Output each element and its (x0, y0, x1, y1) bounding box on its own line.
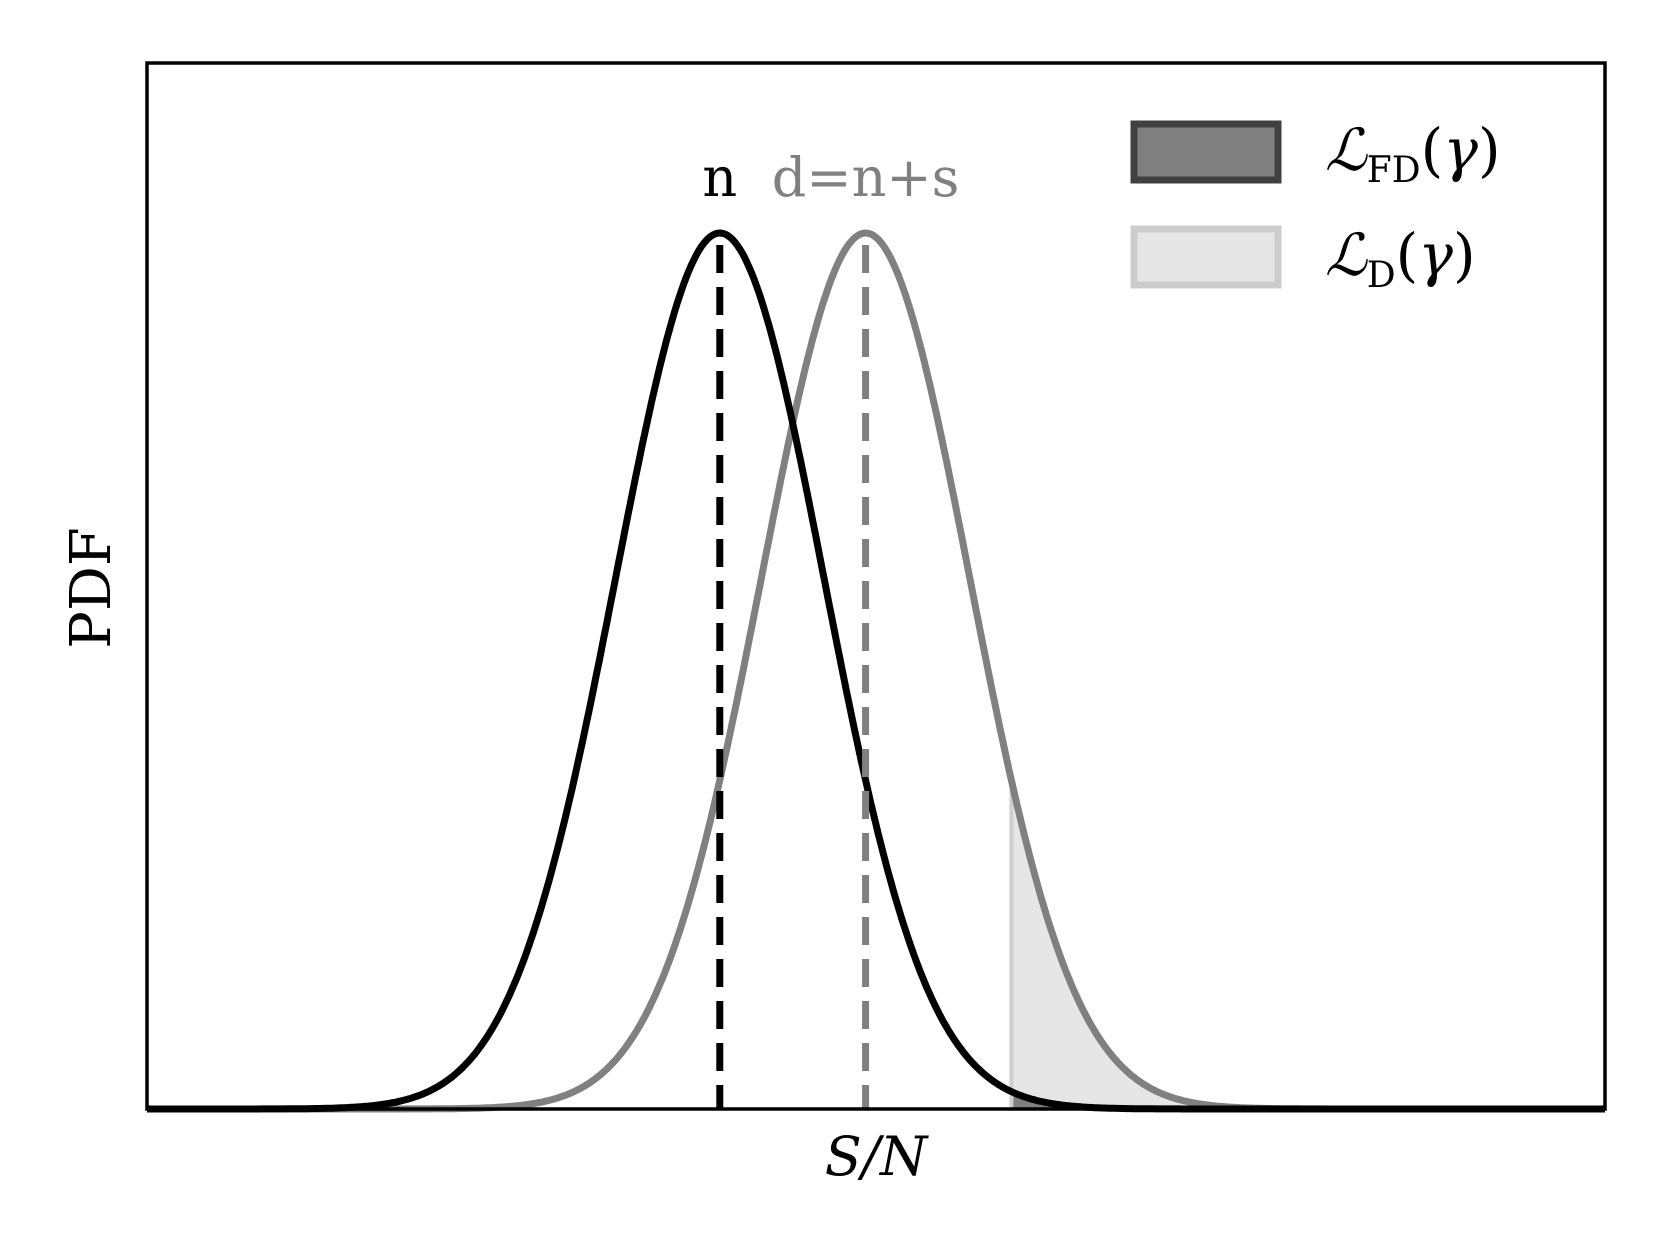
legend-entry-l-d: ℒD(γ) (1130, 221, 1476, 296)
peak-label-d: d=n+s (772, 146, 960, 209)
x-axis-label: S/N (825, 1125, 929, 1188)
legend-label: ℒD(γ) (1325, 221, 1476, 296)
legend-label: ℒFD(γ) (1325, 116, 1501, 191)
legend: ℒFD(γ) ℒD(γ) (1130, 116, 1501, 296)
legend-swatch (1130, 225, 1282, 289)
curve-data (145, 229, 1607, 1113)
legend-swatch (1130, 120, 1282, 184)
annotations: n d=n+s (702, 146, 959, 209)
y-axis-label: PDF (59, 527, 124, 648)
shaded-region-l-d (1011, 780, 1605, 1109)
peak-label-n: n (702, 146, 737, 209)
plot-frame (145, 61, 1607, 1111)
curve-noise (145, 229, 1607, 1113)
plot-area (145, 229, 1607, 1113)
legend-entry-l-fd: ℒFD(γ) (1130, 116, 1501, 191)
